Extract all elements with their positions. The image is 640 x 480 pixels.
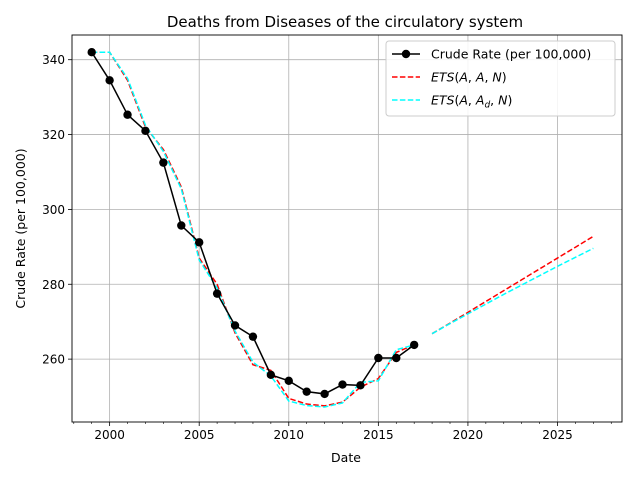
series-line-ets-aan-segment-0	[91, 51, 415, 407]
x-tick-label: 2015	[363, 428, 394, 442]
plot-frame	[71, 34, 623, 423]
y-tick-label: 300	[42, 203, 65, 217]
data-point-crude-rate	[141, 126, 150, 136]
x-tick-label: 2005	[184, 428, 215, 442]
x-tick-label: 2010	[274, 428, 305, 442]
x-axis-label: Date	[331, 450, 361, 465]
data-point-crude-rate	[230, 321, 240, 330]
x-tick-label: 2020	[453, 428, 484, 442]
series-line-ets-aadn-segment-1	[431, 247, 594, 335]
data-point-crude-rate	[123, 110, 132, 119]
data-point-crude-rate	[392, 353, 401, 363]
data-point-crude-rate	[266, 370, 276, 380]
legend-label-ets-aadn: ETS(A, Ad, N)	[431, 93, 512, 111]
y-tick-label: 260	[42, 353, 65, 367]
y-tick-label: 320	[42, 128, 65, 142]
legend: Crude Rate (per 100,000) ETS(A, A, N) ET…	[385, 40, 616, 117]
series-line-ets-aadn-segment-0	[91, 51, 415, 408]
data-point-crude-rate	[284, 376, 293, 386]
data-point-crude-rate	[248, 332, 258, 341]
legend-label-ets-aan: ETS(A, A, N)	[431, 70, 507, 85]
y-tick-label: 280	[42, 278, 65, 292]
data-point-crude-rate	[159, 158, 168, 167]
y-axis-label: Crude Rate (per 100,000)	[13, 148, 28, 308]
axis-ticks: 2000 2005 2010 2015 2020 2025 260 280 300 320 340	[42, 53, 612, 442]
data-point-crude-rate	[105, 76, 114, 85]
x-tick-label: 2025	[542, 428, 573, 442]
x-tick-label: 2000	[94, 428, 125, 442]
data-point-crude-rate	[409, 340, 419, 350]
legend-box	[385, 40, 616, 117]
data-point-crude-rate	[338, 380, 347, 389]
plot-series	[87, 48, 594, 408]
legend-marker-crude-rate	[401, 49, 411, 59]
y-tick-label: 340	[42, 53, 65, 67]
data-point-crude-rate	[87, 48, 96, 57]
data-point-crude-rate	[374, 353, 383, 363]
data-point-crude-rate	[320, 389, 329, 399]
data-point-crude-rate	[212, 289, 222, 298]
chart-title: Deaths from Diseases of the circulatory …	[167, 13, 523, 31]
data-point-crude-rate	[177, 221, 186, 230]
data-point-crude-rate	[194, 238, 204, 247]
data-point-crude-rate	[302, 387, 311, 396]
data-point-crude-rate	[356, 381, 365, 390]
legend-label-crude-rate: Crude Rate (per 100,000)	[431, 47, 591, 62]
